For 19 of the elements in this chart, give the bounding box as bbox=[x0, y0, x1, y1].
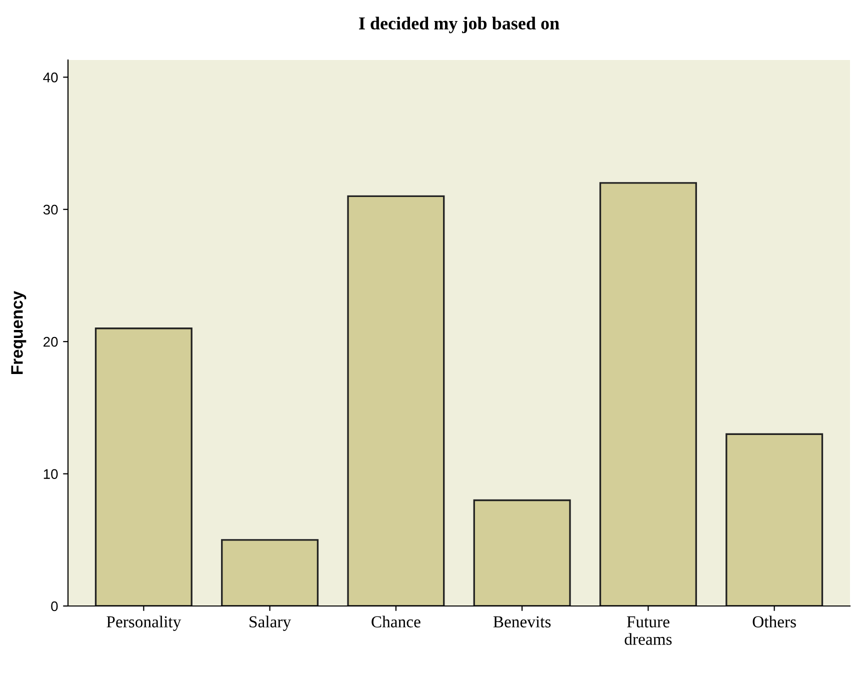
bar bbox=[726, 433, 824, 606]
bar bbox=[599, 182, 697, 606]
x-tick-label: Future dreams bbox=[624, 616, 672, 645]
bar bbox=[473, 499, 571, 606]
bar bbox=[347, 195, 445, 606]
bar bbox=[94, 328, 192, 606]
bar bbox=[221, 539, 319, 606]
x-tick-label: Benevits bbox=[493, 616, 551, 628]
x-tick-label: Chance bbox=[372, 616, 420, 628]
x-tick-label: Personality bbox=[106, 616, 182, 631]
y-tick-label: 10 bbox=[44, 469, 58, 479]
y-axis-title: Frequency bbox=[11, 290, 26, 374]
x-tick-label: Others bbox=[752, 616, 796, 628]
y-tick-label: 30 bbox=[43, 204, 58, 215]
chart-title: I decided my job based on bbox=[359, 16, 560, 34]
y-tick-label: 40 bbox=[43, 72, 58, 82]
y-tick-label: 20 bbox=[44, 336, 58, 347]
y-tick-label: 0 bbox=[51, 601, 58, 612]
x-tick-label: Salary bbox=[250, 616, 292, 631]
